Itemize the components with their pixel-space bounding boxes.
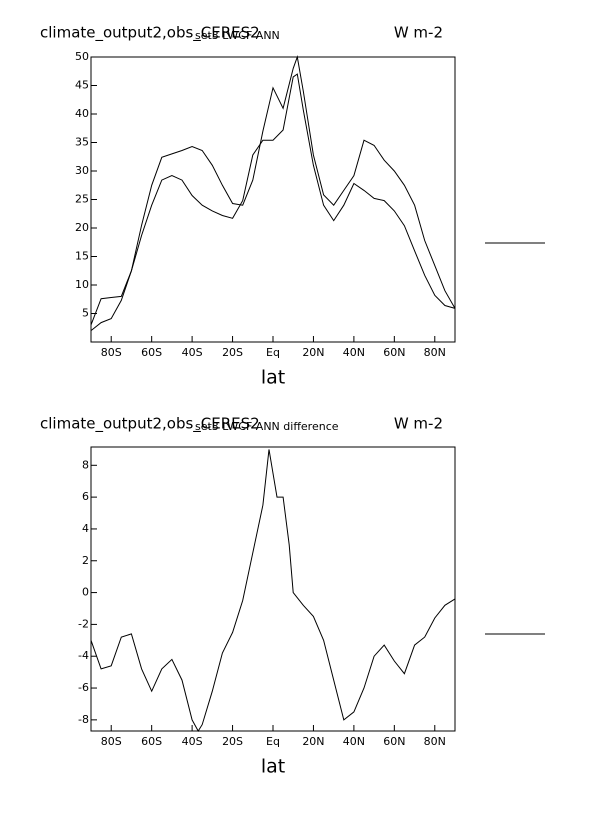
units: W m-2: [394, 24, 443, 42]
y-tick-label: 25: [75, 193, 89, 206]
y-tick-label: 30: [75, 164, 89, 177]
data-line: [90, 73, 456, 331]
x-tick-label: 80N: [424, 735, 446, 748]
chart-subtitle: set3 LWCF ANN difference: [195, 420, 339, 433]
data-line: [90, 55, 456, 326]
x-tick-label: 40S: [182, 346, 203, 359]
x-tick-label: 40N: [343, 735, 365, 748]
x-tick-label: 20S: [222, 735, 243, 748]
x-tick-label: Eq: [266, 346, 280, 359]
chart-title: climate_output2,obs_CERES2: [40, 415, 260, 434]
plot-frame: [90, 446, 456, 732]
data-line: [90, 449, 456, 732]
x-tick-label: 60N: [383, 346, 405, 359]
y-tick-label: 35: [75, 136, 89, 149]
x-axis-label: lat: [261, 367, 285, 389]
x-tick-label: 80S: [101, 735, 122, 748]
units: W m-2: [394, 415, 443, 433]
x-tick-label: 20N: [302, 346, 324, 359]
y-tick-label: 0: [82, 586, 89, 599]
y-tick-label: -8: [78, 713, 89, 726]
plot-frame: [90, 56, 456, 343]
x-tick-label: 80S: [101, 346, 122, 359]
y-tick-label: 10: [75, 278, 89, 291]
x-tick-label: Eq: [266, 735, 280, 748]
y-tick-label: 50: [75, 50, 89, 63]
y-tick-label: 40: [75, 107, 89, 120]
x-tick-label: 40N: [343, 346, 365, 359]
x-tick-label: 80N: [424, 346, 446, 359]
y-tick-label: -2: [78, 617, 89, 630]
y-tick-label: 6: [82, 490, 89, 503]
y-tick-label: 8: [82, 458, 89, 471]
x-tick-label: 60S: [141, 735, 162, 748]
y-tick-label: 20: [75, 221, 89, 234]
x-tick-label: 40S: [182, 735, 203, 748]
y-tick-label: 45: [75, 79, 89, 92]
y-tick-label: 5: [82, 307, 89, 320]
y-tick-label: 15: [75, 250, 89, 263]
chart-title: climate_output2,obs_CERES2: [40, 24, 260, 43]
x-tick-label: 20N: [302, 735, 324, 748]
x-tick-label: 20S: [222, 346, 243, 359]
y-tick-label: -6: [78, 681, 89, 694]
x-tick-label: 60S: [141, 346, 162, 359]
x-tick-label: 60N: [383, 735, 405, 748]
chart-subtitle: set3 LWCF ANN: [195, 29, 280, 42]
y-tick-label: 4: [82, 522, 89, 535]
y-tick-label: 2: [82, 554, 89, 567]
y-tick-label: -4: [78, 649, 89, 662]
x-axis-label: lat: [261, 756, 285, 778]
